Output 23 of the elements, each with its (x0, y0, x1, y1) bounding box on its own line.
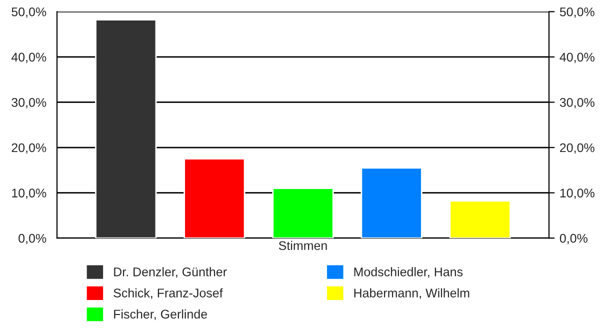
bar (449, 200, 511, 238)
text: 0,0% (560, 234, 588, 244)
y-tick-label: 50,0% (12, 7, 46, 18)
text: 40,0% (560, 52, 594, 64)
legend-label: Habermann, Wilhelm (354, 288, 470, 299)
text: 20,0% (560, 143, 594, 154)
y-tick-label: 10,0% (12, 188, 46, 199)
bar (184, 158, 246, 238)
y-tick-label: 30,0% (12, 98, 46, 108)
x-tick-label: Stimmen (278, 240, 327, 250)
text: 30,0% (560, 98, 594, 108)
text: 10,0% (560, 188, 594, 199)
text: 50,0% (560, 7, 594, 18)
legend-label: Dr. Denzler, Günther (114, 267, 227, 278)
y-tick-label: 40,0% (11, 52, 46, 64)
legend-label: Schick, Franz-Josef (114, 288, 223, 299)
legend-label: Fischer, Gerlinde (114, 309, 208, 320)
y-tick-label: 0,0% (18, 234, 46, 244)
bar (360, 167, 422, 238)
y-tick-label: 20,0% (12, 143, 46, 154)
bar (272, 188, 334, 238)
bar (95, 19, 157, 238)
legend-label: Modschiedler, Hans (354, 267, 463, 278)
